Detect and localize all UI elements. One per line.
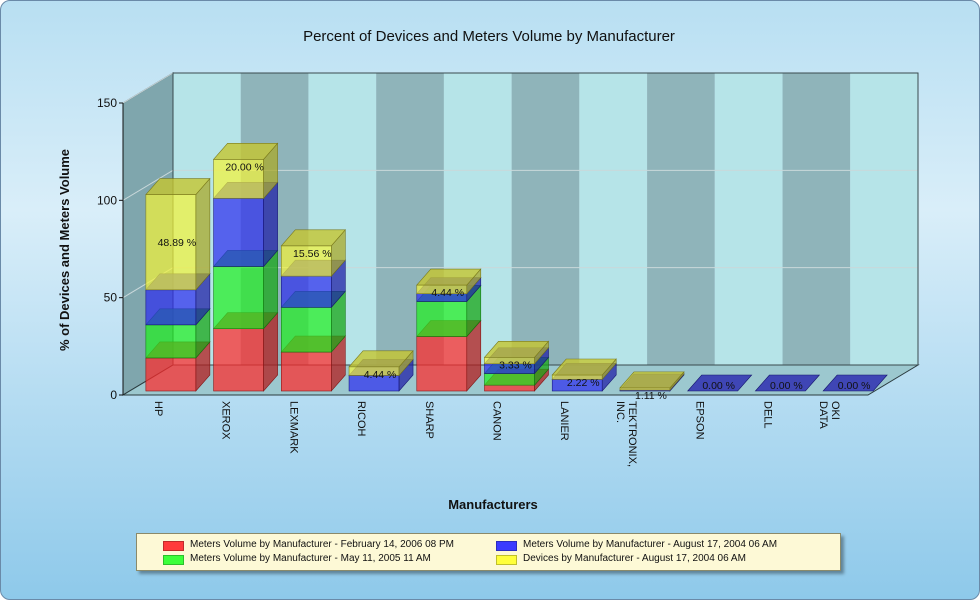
back-wall-band <box>579 73 648 365</box>
bar-empty-plate <box>754 374 821 392</box>
bar-front <box>213 197 264 267</box>
data-label: 15.56 % <box>293 248 332 260</box>
x-axis-title: Manufacturers <box>448 497 538 512</box>
bar-side <box>195 177 211 291</box>
category-label: CANON <box>491 401 503 441</box>
category-label: EPSON <box>694 401 706 440</box>
bar-front <box>416 336 468 392</box>
bar-front <box>484 373 535 386</box>
data-label: 4.44 % <box>364 369 397 381</box>
back-wall-band <box>782 73 851 365</box>
legend-item-may-2005: Meters Volume by Manufacturer - May 11, … <box>190 553 431 564</box>
category-label: OKIDATA <box>817 401 841 429</box>
bar-front <box>281 306 332 353</box>
bar-front <box>145 357 197 392</box>
category-label: TEKTRONIX,INC. <box>614 401 638 467</box>
bar-top <box>551 358 617 376</box>
data-label: 0.00 % <box>838 380 871 392</box>
bar-front <box>281 275 332 308</box>
plot-area: 0 50 100 150 48.89 % HP 20.00 % XEROX 15.56 % LEX… <box>97 72 920 467</box>
bar-top <box>145 178 211 195</box>
bar-front <box>213 328 264 392</box>
y-tick-label: 150 <box>97 96 117 110</box>
bar-front <box>145 324 197 359</box>
bar-segment <box>551 358 617 381</box>
category-label: LEXMARK <box>287 401 299 454</box>
bar-front <box>145 289 197 326</box>
category-label: SHARP <box>423 401 435 439</box>
category-label: LANIER <box>558 401 570 441</box>
data-label: 0.00 % <box>770 380 803 392</box>
back-wall-band <box>511 73 580 365</box>
data-label: 1.11 % <box>635 390 667 402</box>
back-wall-band <box>647 73 715 365</box>
back-wall-band <box>850 73 918 365</box>
legend-item-feb-2006: Meters Volume by Manufacturer - February… <box>190 539 455 550</box>
bar-front <box>145 194 197 291</box>
data-label: 3.33 % <box>499 359 532 371</box>
bar-top <box>619 371 685 389</box>
data-label: 0.00 % <box>702 380 735 392</box>
bar-segment <box>483 340 550 365</box>
legend-item-aug-2004-devices: Devices by Manufacturer - August 17, 200… <box>523 553 746 564</box>
bar-segment <box>416 268 482 295</box>
data-label: 48.89 % <box>158 237 197 249</box>
bar-front <box>484 384 535 392</box>
chart-title: Percent of Devices and Meters Volume by … <box>303 28 675 45</box>
bar-segment <box>145 177 211 291</box>
bar-top <box>348 350 414 368</box>
bar-empty-plate <box>822 374 888 392</box>
data-label: 2.22 % <box>567 377 600 389</box>
bar-front <box>213 266 264 330</box>
y-tick-label: 100 <box>97 193 117 207</box>
bar-segment <box>619 371 685 391</box>
legend-swatch-red <box>163 541 184 551</box>
data-label: 20.00 % <box>225 161 264 173</box>
category-label: XEROX <box>220 401 232 440</box>
bar-empty-plate <box>687 374 753 392</box>
bar-top <box>483 340 550 358</box>
legend-swatch-yellow <box>496 555 517 565</box>
legend-swatch-green <box>163 555 184 565</box>
legend: Meters Volume by Manufacturer - February… <box>136 533 841 571</box>
y-tick-label: 50 <box>104 291 118 305</box>
category-label: DELL <box>761 401 773 429</box>
bar-front <box>416 301 468 337</box>
gridline-wall <box>122 72 174 104</box>
back-wall-band <box>714 73 783 365</box>
bar-top <box>416 268 482 286</box>
category-label: HP <box>152 401 164 416</box>
bar-front <box>213 159 264 199</box>
y-tick-label: 0 <box>110 388 117 402</box>
bar-top <box>212 143 279 160</box>
bar-top <box>280 229 346 247</box>
bar-segment <box>348 349 414 377</box>
legend-item-aug-2004-meters: Meters Volume by Manufacturer - August 1… <box>523 539 778 550</box>
bar-front <box>281 351 332 392</box>
bar-segment <box>280 229 346 277</box>
bar-segment <box>212 142 279 200</box>
category-label: RICOH <box>355 401 367 437</box>
y-axis-title: % of Devices and Meters Volume <box>57 149 72 351</box>
gridline-wall <box>122 169 174 201</box>
data-label: 4.44 % <box>431 287 464 299</box>
legend-swatch-blue <box>496 541 517 551</box>
